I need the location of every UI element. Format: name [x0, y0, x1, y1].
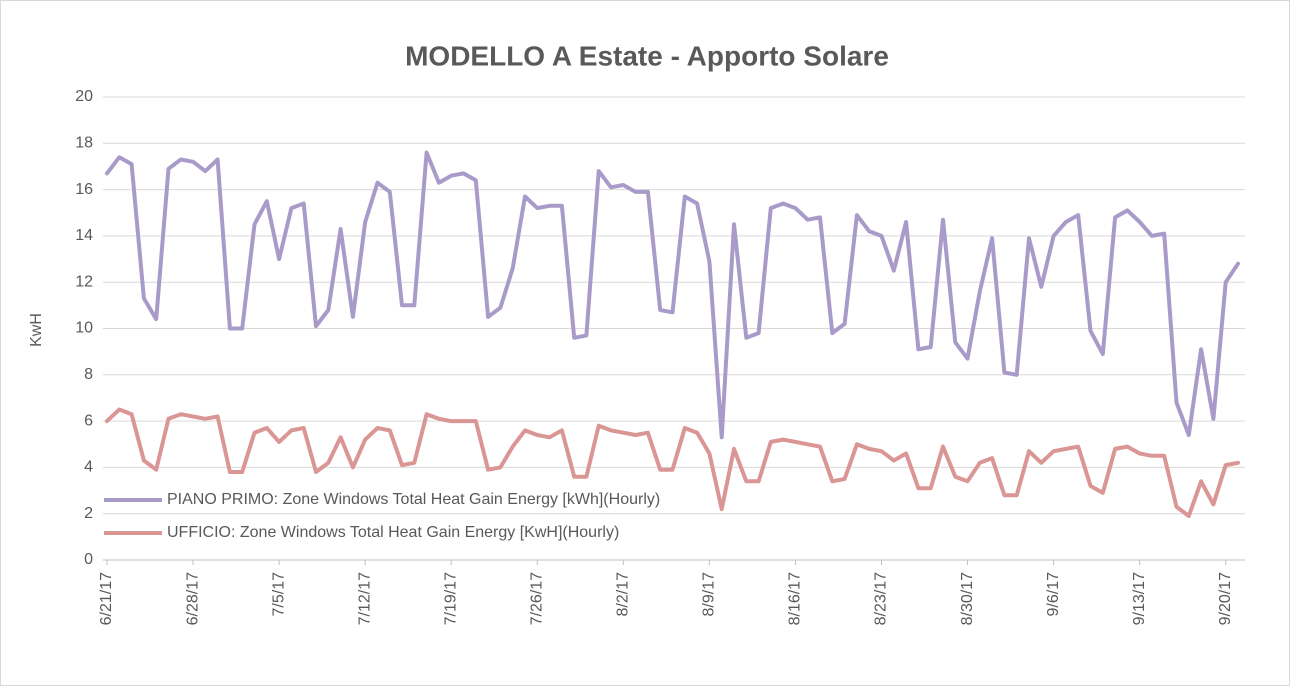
- y-tick-label: 16: [75, 181, 93, 198]
- y-tick-label: 14: [75, 227, 93, 244]
- x-tick-label: 8/30/17: [959, 572, 976, 625]
- x-tick-label: 8/23/17: [873, 572, 890, 625]
- x-tick-label: 6/28/17: [184, 572, 201, 625]
- y-tick-label: 10: [75, 320, 93, 337]
- y-tick-label: 18: [75, 135, 93, 152]
- y-tick-label: 20: [75, 88, 93, 105]
- series-line: [105, 407, 1240, 518]
- x-tick-label: 6/21/17: [98, 572, 115, 625]
- x-tick-label: 9/20/17: [1217, 572, 1234, 625]
- series-line: [105, 150, 1240, 440]
- y-tick-label: 4: [84, 459, 93, 476]
- y-tick-label: 12: [75, 273, 93, 290]
- x-tick-label: 7/12/17: [356, 572, 373, 625]
- x-tick-label: 8/16/17: [787, 572, 804, 625]
- x-tick-label: 8/2/17: [615, 572, 632, 617]
- x-tick-label: 9/13/17: [1131, 572, 1148, 625]
- x-tick-label: 7/26/17: [528, 572, 545, 625]
- legend-label: UFFICIO: Zone Windows Total Heat Gain En…: [167, 524, 619, 541]
- x-tick-label: 9/6/17: [1045, 572, 1062, 617]
- y-axis-label: KwH: [28, 313, 45, 347]
- y-tick-label: 2: [84, 505, 93, 522]
- y-tick-label: 6: [84, 412, 93, 429]
- chart-title: MODELLO A Estate - Apporto Solare: [405, 40, 889, 71]
- x-tick-label: 7/5/17: [270, 572, 287, 617]
- x-tick-label: 7/19/17: [442, 572, 459, 625]
- legend-label: PIANO PRIMO: Zone Windows Total Heat Gai…: [167, 491, 660, 508]
- y-tick-label: 8: [84, 366, 93, 383]
- x-tick-label: 8/9/17: [701, 572, 718, 617]
- y-tick-label: 0: [84, 551, 93, 568]
